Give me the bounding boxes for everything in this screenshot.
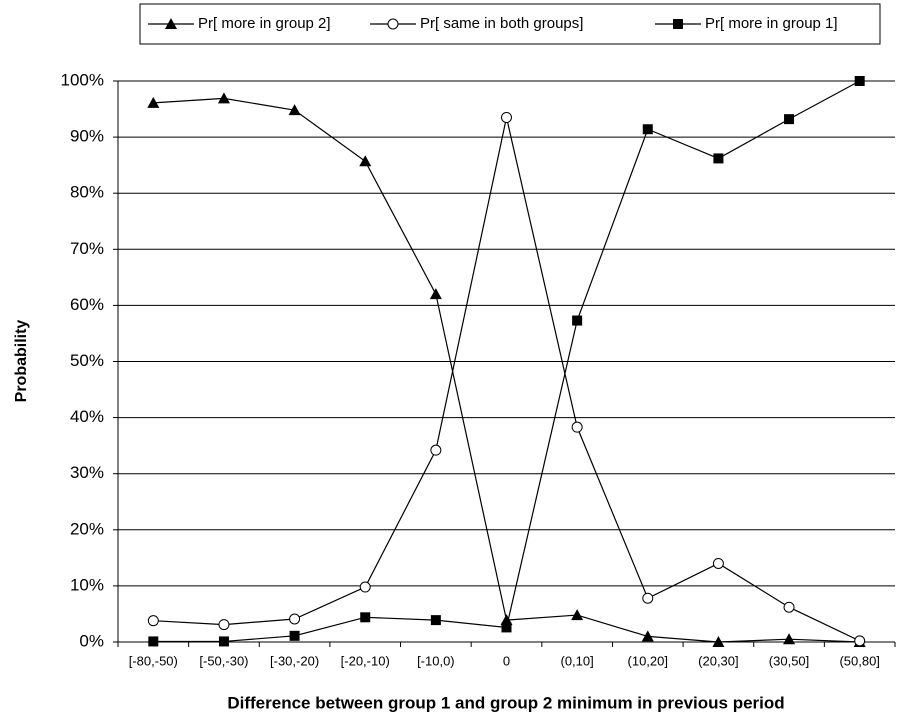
x-tick-label: [-20,-10): [341, 653, 390, 668]
y-tick-label: 50%: [70, 351, 104, 370]
data-point: [712, 557, 724, 569]
legend-label: Pr[ more in group 2]: [198, 15, 331, 32]
data-point: [217, 92, 230, 104]
data-point: [571, 421, 583, 433]
data-point: [854, 76, 865, 86]
data-point: [642, 592, 654, 604]
data-point: [712, 636, 725, 647]
y-tick-label: 20%: [70, 519, 104, 538]
data-point: [501, 111, 512, 123]
data-point: [500, 614, 513, 626]
x-tick-label: (10,20]: [628, 653, 668, 668]
data-point: [148, 636, 159, 647]
y-tick-label: 70%: [70, 239, 104, 258]
data-point: [854, 635, 866, 647]
x-tick-label: 0: [503, 653, 510, 668]
legend-label: Pr[ same in both groups]: [420, 15, 583, 32]
x-tick-label: (50,80]: [839, 653, 879, 668]
data-point: [359, 155, 372, 167]
data-point: [430, 615, 441, 626]
data-point: [783, 633, 796, 645]
x-tick-label: (20,30]: [698, 653, 738, 668]
x-tick-label: (30,50]: [769, 653, 809, 668]
data-point: [359, 581, 371, 593]
data-point: [288, 104, 301, 116]
data-point: [430, 444, 442, 456]
x-axis-title: Difference between group 1 and group 2 m…: [227, 693, 784, 712]
legend-box: [139, 3, 881, 45]
y-tick-label: 30%: [70, 463, 104, 482]
legend-marker: [387, 18, 399, 30]
data-point: [289, 613, 301, 625]
data-point: [218, 619, 230, 631]
data-point: [218, 636, 229, 647]
x-tick-label: [-80,-50): [129, 653, 178, 668]
data-point: [289, 630, 300, 641]
x-tick-label: (0,10]: [561, 653, 594, 668]
y-tick-label: 40%: [70, 407, 104, 426]
data-point: [713, 153, 724, 164]
x-tick-label: [-50,-30): [199, 653, 248, 668]
y-tick-label: 60%: [70, 295, 104, 314]
series-line: [153, 117, 860, 642]
data-point: [572, 315, 583, 326]
y-tick-label: 90%: [70, 127, 104, 146]
data-point: [429, 288, 442, 300]
y-tick-label: 80%: [70, 183, 104, 202]
y-tick-label: 100%: [61, 70, 104, 89]
data-point: [783, 601, 795, 613]
y-tick-label: 10%: [70, 575, 104, 594]
x-tick-label: [-30,-20): [270, 653, 319, 668]
y-tick-label: 0%: [79, 631, 104, 650]
data-point: [147, 615, 159, 627]
data-point: [641, 630, 654, 642]
data-point: [147, 96, 160, 108]
y-axis-title: Probability: [13, 320, 30, 403]
data-point: [642, 124, 653, 135]
legend-label: Pr[ more in group 1]: [705, 15, 838, 32]
legend-marker: [673, 19, 683, 29]
data-point: [360, 612, 371, 623]
x-tick-label: [-10,0): [417, 653, 455, 668]
legend-marker: [165, 18, 177, 29]
data-point: [784, 114, 795, 125]
series-line: [153, 97, 860, 643]
data-point: [571, 609, 584, 621]
data-point: [501, 622, 512, 633]
